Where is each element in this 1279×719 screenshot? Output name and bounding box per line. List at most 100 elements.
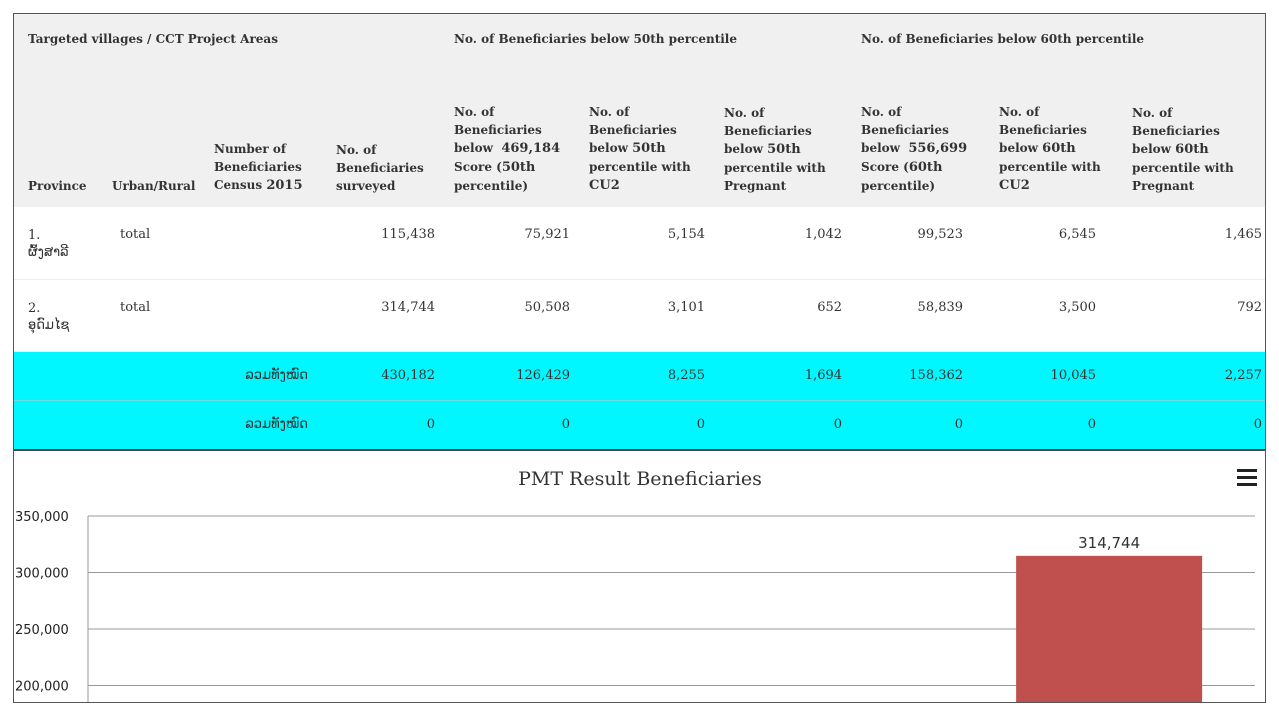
col-p60-preg-text2: percentile with Pregnant (1132, 161, 1234, 193)
total-blank-cell (14, 400, 98, 451)
menu-icon-line (1237, 483, 1257, 486)
col-p60-score-text2: Score ( (861, 160, 909, 174)
y-tick-label: 200,000 (15, 680, 69, 695)
col-p50-cu2-text2: percentile with (589, 160, 691, 174)
total-p50-score: 126,429 (440, 351, 576, 401)
report-frame: Targeted villages / CCT Project Areas No… (13, 13, 1266, 703)
p60-cu2-cell: 3,500 (985, 279, 1119, 352)
col-p50-cu2-text: No. of Beneficiaries below (589, 105, 677, 155)
total-row: ລວມທັງໝົດ 0 0 0 0 0 0 0 (14, 400, 1265, 451)
total-label: ລວມທັງໝົດ (200, 351, 322, 401)
chart-svg: PMT Result Beneficiaries 350,000 300,000 2… (15, 468, 1255, 703)
total-p50-score: 0 (440, 400, 576, 451)
total-surveyed: 0 (322, 400, 441, 451)
p60-score-cell: 58,839 (847, 279, 986, 352)
y-tick-label: 350,000 (15, 510, 69, 525)
col-p60-cu2-code: CU2 (999, 178, 1030, 193)
surveyed-cell: 314,744 (322, 279, 441, 352)
y-tick-label: 250,000 (15, 623, 69, 638)
chart-y-axis: 350,000 300,000 250,000 200,000 (15, 510, 89, 702)
col-p50-score-text3: percentile) (454, 179, 529, 193)
total-p60-cu2: 0 (985, 400, 1119, 451)
p60-cu2-cell: 6,545 (985, 207, 1119, 280)
total-row: ລວມທັງໝົດ 430,182 126,429 8,255 1,694 15… (14, 351, 1265, 401)
col-p60-score-text: No. of Beneficiaries below (861, 105, 949, 155)
col-p60-cu2: No. of Beneficiaries below 60th percenti… (985, 64, 1119, 207)
total-p60-cu2: 10,045 (985, 351, 1119, 401)
col-p50-score: No. of Beneficiaries below 469,184 Score… (440, 64, 576, 207)
col-p50-cu2-code: CU2 (589, 178, 620, 193)
col-p60-score: No. of Beneficiaries below 556,699 Score… (847, 64, 986, 207)
col-p50-preg-pct: 50th (767, 142, 801, 157)
total-blank-cell (14, 351, 98, 401)
p50-score-cell: 50,508 (440, 279, 576, 352)
p60-pregnant-cell: 1,465 (1118, 207, 1265, 280)
province-name: ອຸດົມໄຊ (28, 317, 70, 333)
total-p50-pregnant: 0 (710, 400, 848, 451)
col-p50-cu2: No. of Beneficiaries below 50th percenti… (575, 64, 711, 207)
menu-icon-line (1237, 476, 1257, 479)
chart-title: PMT Result Beneficiaries (518, 468, 762, 490)
province-cell: 1. ຜົ້ງສາລີ (14, 207, 98, 280)
col-p50-cu2-pct: 50th (632, 141, 666, 156)
col-p60-cu2-pct: 60th (1042, 141, 1076, 156)
col-p60-preg-text: No. of Beneficiaries below (1132, 106, 1220, 156)
col-census-year: 2015 (266, 178, 303, 193)
pmt-chart: PMT Result Beneficiaries 350,000 300,000 2… (14, 439, 1265, 703)
total-blank-cell (98, 351, 200, 401)
census-cell (200, 279, 322, 352)
col-p60-cu2-text2: percentile with (999, 160, 1101, 174)
chart-bar[interactable] (1016, 555, 1203, 703)
table-row: 1. ຜົ້ງສາລີ total 115,438 75,921 5,154 1,… (14, 207, 1265, 280)
col-p60-score-text3: percentile) (861, 179, 936, 193)
p60-pregnant-cell: 792 (1118, 279, 1265, 352)
col-p50-preg-text2: percentile with Pregnant (724, 161, 826, 193)
menu-icon-line (1237, 469, 1257, 472)
province-number: 1. (28, 228, 41, 243)
beneficiaries-table: Targeted villages / CCT Project Areas No… (14, 14, 1265, 451)
col-p60-score-pct: 60th (908, 160, 943, 175)
col-census-text: Number of Beneficiaries Census (214, 142, 302, 192)
surveyed-cell: 115,438 (322, 207, 441, 280)
group-header-p60: No. of Beneficiaries below 60th percenti… (847, 14, 1265, 64)
col-p60-score-num: 556,699 (908, 141, 968, 156)
col-surveyed: No. of Beneficiaries surveyed (322, 64, 441, 207)
total-label: ລວມທັງໝົດ (200, 400, 322, 451)
p50-cu2-cell: 3,101 (575, 279, 711, 352)
p60-score-cell: 99,523 (847, 207, 986, 280)
y-tick-label: 300,000 (15, 567, 69, 582)
total-p60-pregnant: 0 (1118, 400, 1265, 451)
total-p50-pregnant: 1,694 (710, 351, 848, 401)
urban-rural-cell: total (98, 279, 200, 352)
chart-bars: 314,744 (1016, 534, 1203, 703)
total-blank-cell (98, 400, 200, 451)
col-p50-score-pct: 50th (501, 160, 536, 175)
col-census: Number of Beneficiaries Census 2015 (200, 64, 322, 207)
province-number: 2. (28, 300, 41, 316)
col-p60-preg-pct: 60th (1175, 142, 1209, 157)
p50-pregnant-cell: 1,042 (710, 207, 848, 280)
total-p50-cu2: 0 (575, 400, 711, 451)
total-p60-score: 0 (847, 400, 986, 451)
hamburger-menu-icon[interactable] (1237, 469, 1257, 487)
bar-data-label: 314,744 (1078, 534, 1140, 552)
total-p50-cu2: 8,255 (575, 351, 711, 401)
urban-rural-cell: total (98, 207, 200, 280)
census-cell (200, 207, 322, 280)
p50-cu2-cell: 5,154 (575, 207, 711, 280)
province-cell: 2. ອຸດົມໄຊ (14, 279, 98, 352)
total-p60-pregnant: 2,257 (1118, 351, 1265, 401)
col-p50-score-text2: Score ( (454, 160, 502, 174)
col-p60-cu2-text: No. of Beneficiaries below (999, 105, 1087, 155)
col-p50-pregnant: No. of Beneficiaries below 50th percenti… (710, 64, 848, 207)
col-p50-preg-text: No. of Beneficiaries below (724, 106, 812, 156)
col-province: Province (14, 64, 98, 207)
col-p50-score-num: 469,184 (501, 141, 561, 156)
col-urban-rural: Urban/Rural (98, 64, 200, 207)
total-surveyed: 430,182 (322, 351, 441, 401)
total-p60-score: 158,362 (847, 351, 986, 401)
col-p60-pregnant: No. of Beneficiaries below 60th percenti… (1118, 64, 1265, 207)
p50-score-cell: 75,921 (440, 207, 576, 280)
group-header-areas: Targeted villages / CCT Project Areas (14, 14, 441, 64)
group-header-p50: No. of Beneficiaries below 50th percenti… (440, 14, 848, 64)
